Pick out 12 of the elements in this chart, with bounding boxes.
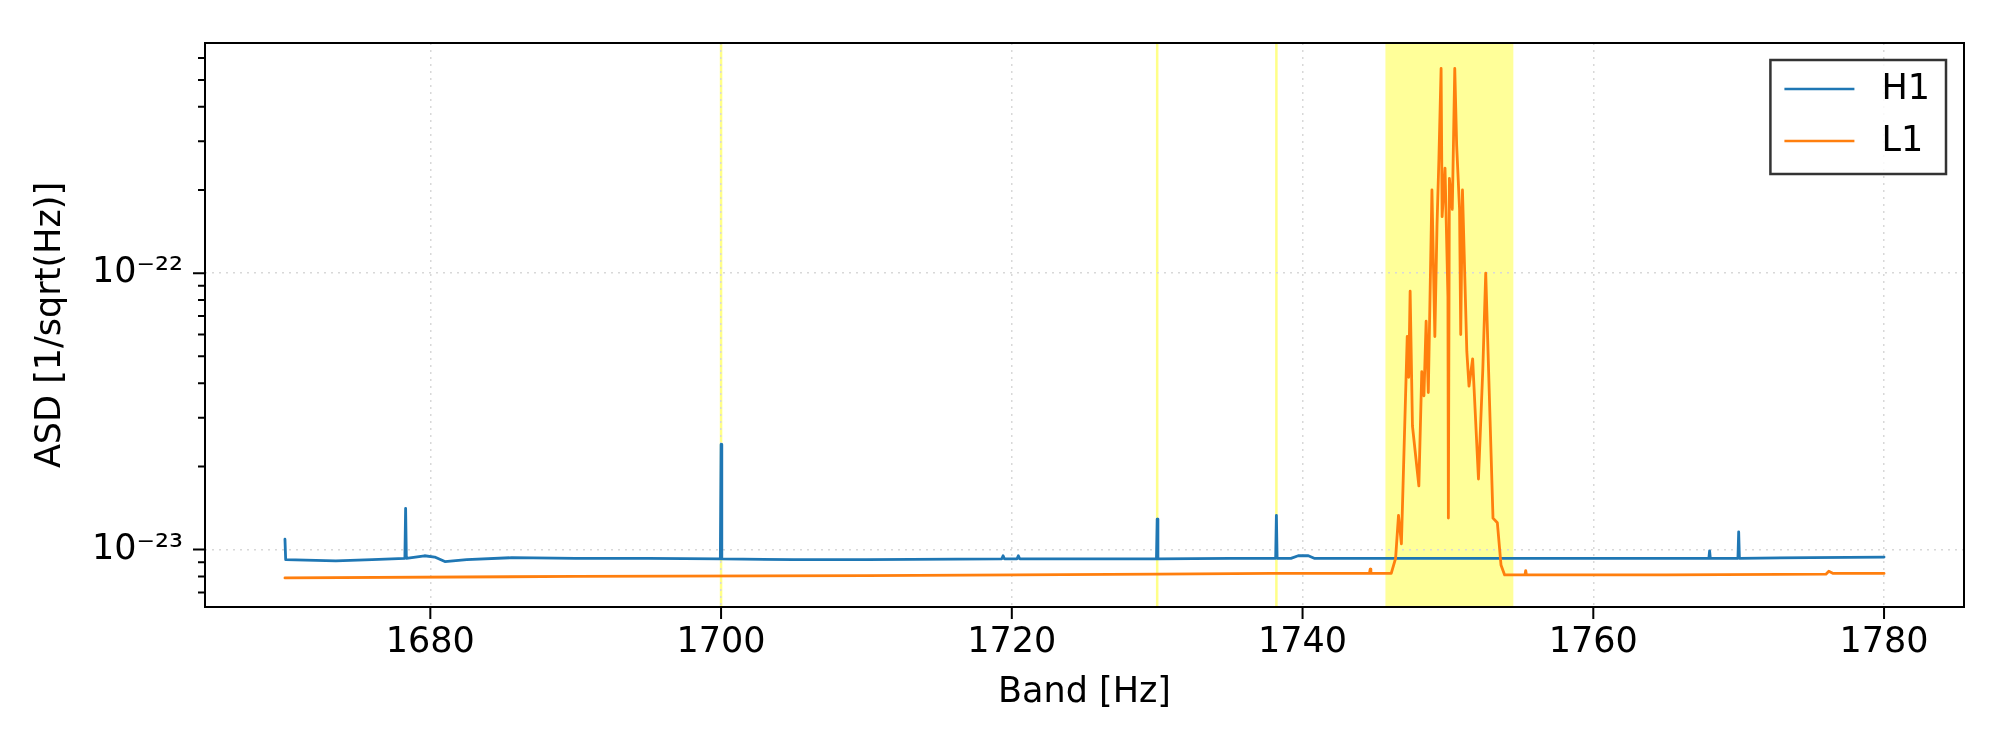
x-tick-label: 1680 [385, 620, 475, 661]
x-axis-title: Band [Hz] [998, 670, 1171, 711]
y-axis-title: ASD [1/sqrt(Hz)] [28, 181, 69, 469]
y-tick-label: 10⁻²² [91, 250, 183, 291]
y-tick-label: 10⁻²³ [91, 526, 183, 567]
x-tick-label: 1700 [676, 620, 766, 661]
x-tick-label: 1720 [967, 620, 1057, 661]
x-tick-label: 1780 [1839, 620, 1929, 661]
legend-label: H1 [1881, 67, 1931, 108]
x-tick-label: 1760 [1548, 620, 1638, 661]
legend-label: L1 [1881, 119, 1924, 160]
x-tick-label: 1740 [1258, 620, 1348, 661]
